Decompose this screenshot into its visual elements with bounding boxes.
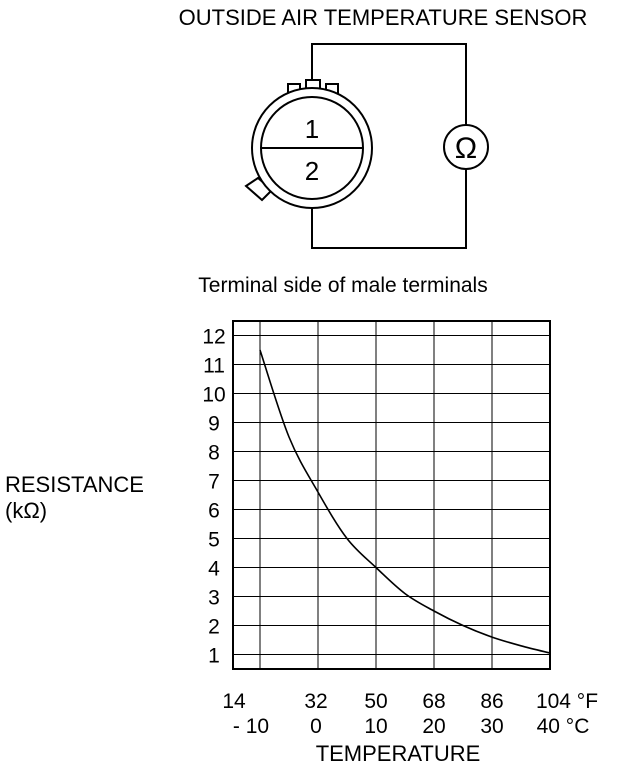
y-axis-label: RESISTANCE	[5, 472, 144, 497]
pin-1-label: 1	[305, 114, 319, 144]
y-tick-label: 3	[208, 587, 220, 610]
y-tick-label: 8	[208, 442, 220, 465]
resistance-curve	[259, 349, 551, 654]
x-tick-label-fahrenheit: 50	[364, 690, 387, 713]
y-tick-label: 1	[208, 645, 220, 668]
sensor-connector	[244, 79, 373, 209]
x-tick-label-celsius: 0	[310, 715, 322, 738]
connector-caption: Terminal side of male terminals	[198, 274, 487, 297]
chart-grid	[233, 321, 551, 669]
y-tick-label: 4	[208, 558, 220, 581]
x-tick-label-fahrenheit: 86	[480, 690, 503, 713]
x-tick-label-celsius: 40 °C	[537, 715, 590, 738]
y-tick-label: 9	[208, 413, 220, 436]
x-tick-label-fahrenheit: 32	[304, 690, 327, 713]
page-title: OUTSIDE AIR TEMPERATURE SENSOR	[179, 5, 588, 30]
circuit-wires	[311, 43, 467, 249]
y-tick-label: 7	[208, 471, 220, 494]
y-tick-label: 5	[208, 529, 220, 552]
x-axis-label: TEMPERATURE	[316, 741, 481, 766]
x-tick-label-celsius: 20	[422, 715, 445, 738]
pin-2-label: 2	[305, 156, 319, 186]
y-tick-label: 6	[208, 500, 220, 523]
x-tick-label-celsius: 10	[364, 715, 387, 738]
ohmmeter-icon	[443, 124, 489, 170]
x-tick-label-fahrenheit: 68	[422, 690, 445, 713]
x-tick-label-fahrenheit: 104 °F	[536, 690, 598, 713]
x-tick-label-fahrenheit: 14	[222, 690, 246, 713]
y-axis-unit: (kΩ)	[5, 498, 47, 523]
x-tick-label-celsius: - 10	[233, 715, 269, 738]
y-tick-label: 11	[203, 355, 225, 378]
chart-frame	[232, 320, 551, 670]
x-axis-ticks: 14 32 50 68 86 104 °F - 10 0 10 20 30 40 °C	[222, 690, 598, 738]
y-tick-label: 10	[202, 384, 225, 407]
x-tick-label-celsius: 30	[480, 715, 503, 738]
y-tick-label: 12	[202, 326, 225, 349]
y-tick-label: 2	[208, 616, 220, 639]
ohm-symbol: Ω	[455, 132, 477, 165]
